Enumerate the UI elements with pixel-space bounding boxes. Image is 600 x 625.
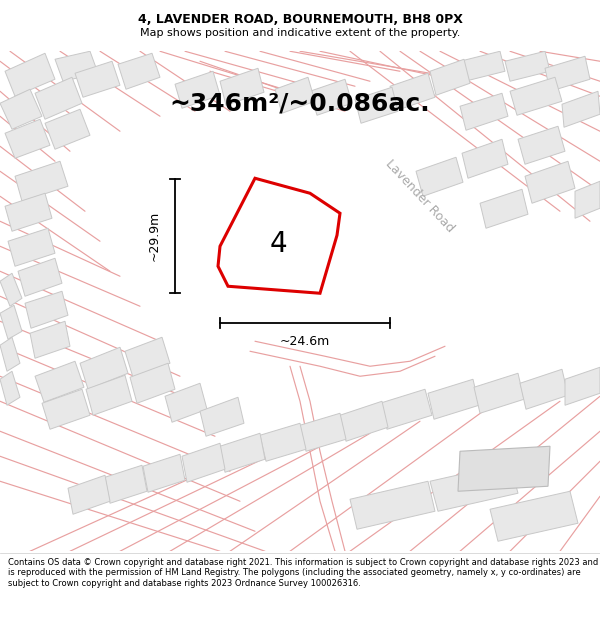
Polygon shape	[218, 178, 340, 293]
Polygon shape	[80, 348, 128, 389]
Polygon shape	[458, 446, 550, 491]
Text: ~29.9m: ~29.9m	[148, 211, 161, 261]
Polygon shape	[340, 401, 388, 441]
Polygon shape	[125, 338, 170, 377]
Polygon shape	[130, 363, 175, 403]
Polygon shape	[5, 53, 55, 96]
Polygon shape	[118, 53, 160, 89]
Polygon shape	[200, 398, 244, 436]
Text: ~346m²/~0.086ac.: ~346m²/~0.086ac.	[170, 91, 430, 115]
Polygon shape	[300, 413, 346, 451]
Text: Contains OS data © Crown copyright and database right 2021. This information is : Contains OS data © Crown copyright and d…	[8, 558, 598, 588]
Polygon shape	[474, 373, 524, 413]
Polygon shape	[175, 71, 220, 108]
Polygon shape	[25, 291, 68, 328]
Polygon shape	[5, 119, 50, 158]
Polygon shape	[18, 258, 62, 296]
Polygon shape	[260, 423, 306, 461]
Polygon shape	[460, 93, 508, 130]
Polygon shape	[505, 51, 550, 81]
Polygon shape	[460, 51, 505, 81]
Polygon shape	[143, 454, 185, 493]
Polygon shape	[350, 481, 435, 529]
Polygon shape	[380, 389, 432, 429]
Polygon shape	[518, 126, 565, 164]
Polygon shape	[35, 78, 82, 119]
Polygon shape	[0, 338, 20, 371]
Text: ~24.6m: ~24.6m	[280, 335, 330, 348]
Polygon shape	[35, 361, 84, 403]
Polygon shape	[42, 389, 90, 429]
Polygon shape	[0, 305, 22, 339]
Polygon shape	[8, 228, 55, 266]
Polygon shape	[55, 51, 98, 81]
Polygon shape	[490, 491, 578, 541]
Text: 4: 4	[269, 230, 287, 258]
Polygon shape	[275, 78, 315, 113]
Polygon shape	[428, 379, 479, 419]
Polygon shape	[480, 189, 528, 228]
Polygon shape	[430, 463, 518, 511]
Polygon shape	[430, 59, 470, 95]
Polygon shape	[220, 433, 265, 472]
Polygon shape	[562, 91, 600, 128]
Polygon shape	[75, 61, 120, 98]
Polygon shape	[545, 56, 590, 91]
Polygon shape	[525, 161, 575, 203]
Polygon shape	[182, 443, 225, 483]
Polygon shape	[520, 369, 568, 409]
Polygon shape	[462, 139, 508, 178]
Polygon shape	[416, 158, 463, 196]
Polygon shape	[45, 109, 90, 149]
Polygon shape	[0, 371, 20, 405]
Polygon shape	[68, 475, 110, 514]
Polygon shape	[575, 181, 600, 218]
Text: Map shows position and indicative extent of the property.: Map shows position and indicative extent…	[140, 28, 460, 39]
Polygon shape	[5, 193, 52, 231]
Polygon shape	[86, 375, 132, 415]
Polygon shape	[390, 73, 435, 110]
Polygon shape	[220, 68, 264, 105]
Polygon shape	[0, 273, 22, 306]
Polygon shape	[15, 161, 68, 201]
Text: Lavender Road: Lavender Road	[383, 158, 457, 235]
Polygon shape	[310, 79, 352, 115]
Polygon shape	[0, 89, 42, 129]
Polygon shape	[30, 321, 70, 358]
Text: 4, LAVENDER ROAD, BOURNEMOUTH, BH8 0PX: 4, LAVENDER ROAD, BOURNEMOUTH, BH8 0PX	[137, 12, 463, 26]
Polygon shape	[105, 465, 147, 503]
Polygon shape	[565, 368, 600, 405]
Polygon shape	[355, 88, 398, 123]
Polygon shape	[510, 78, 562, 115]
Polygon shape	[165, 383, 207, 423]
